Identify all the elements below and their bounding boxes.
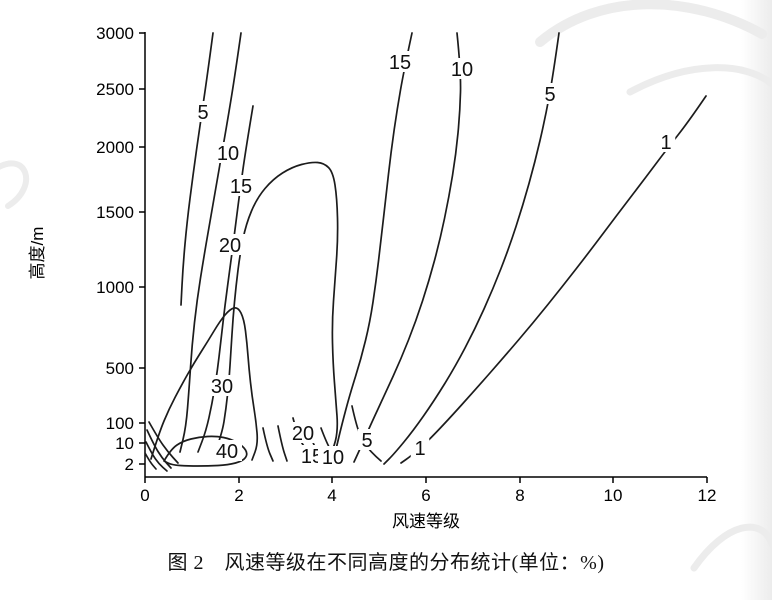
contour-label: 10	[217, 143, 239, 165]
contour-label: 1	[414, 438, 425, 460]
watermark-curve	[0, 160, 30, 209]
y-tick-label: 100	[106, 414, 134, 433]
y-tick-label: 500	[106, 359, 134, 378]
x-tick-label: 0	[140, 486, 149, 505]
x-tick-label: 12	[698, 486, 717, 505]
y-tick-label: 2000	[96, 138, 134, 157]
y-tick-label: 3000	[96, 24, 134, 43]
contour-line-20pct	[214, 161, 339, 462]
contour-line-15pct	[332, 32, 413, 463]
contour-label-mask	[318, 446, 348, 467]
y-tick-label: 1500	[96, 203, 134, 222]
x-tick-label: 10	[604, 486, 623, 505]
contour-line-40pct	[163, 435, 248, 467]
contour-line-5pct	[383, 32, 560, 465]
contour-line-5pct	[180, 32, 214, 306]
contour-label: 40	[216, 441, 238, 463]
y-tick-label: 2500	[96, 80, 134, 99]
x-tick-label: 6	[421, 486, 430, 505]
contour-line-10pct	[179, 32, 242, 453]
contour-label: 5	[361, 430, 372, 452]
contour-line-minor	[146, 429, 172, 469]
contour-label: 10	[322, 447, 344, 469]
contour-label-mask	[288, 422, 318, 443]
axes	[139, 32, 708, 483]
contour-line-1pct	[400, 95, 707, 464]
contour-label: 5	[544, 84, 555, 106]
x-axis-title: 风速等级	[392, 512, 460, 531]
x-tick-label: 4	[327, 486, 336, 505]
contour-line-minor	[277, 425, 288, 462]
y-axis-title: 高度/m	[28, 226, 47, 280]
contour-label-mask	[193, 101, 213, 122]
contour-line-minor	[144, 452, 157, 470]
contour-label: 30	[211, 376, 233, 398]
contour-label-mask	[212, 440, 242, 461]
y-tick-label: 1000	[96, 278, 134, 297]
contour-label-mask	[410, 437, 430, 458]
watermark-curve	[535, 0, 767, 47]
contour-line-30pct	[150, 307, 259, 461]
x-tick-label: 2	[234, 486, 243, 505]
contour-label: 1	[660, 132, 671, 154]
contour-line-minor	[262, 427, 274, 462]
contour-label-mask	[226, 175, 256, 196]
figure-caption: 图 2 风速等级在不同高度的分布统计(单位：%)	[167, 552, 605, 574]
contour-label-mask	[656, 131, 676, 152]
contour-label: 15	[230, 176, 252, 198]
contour-label-mask	[447, 58, 477, 79]
contour-label: 20	[292, 423, 314, 445]
contour-label-mask	[357, 429, 377, 450]
contour-label-mask	[385, 51, 415, 72]
contour-label-mask	[540, 83, 560, 104]
watermark-curve	[626, 64, 772, 96]
contour-label: 5	[197, 102, 208, 124]
contour-line-minor	[145, 441, 168, 472]
contour-label: 15	[389, 52, 411, 74]
watermark-curve	[690, 523, 772, 572]
contour-label-mask	[215, 234, 245, 255]
contour-lines	[144, 32, 707, 472]
contour-label-mask	[213, 142, 243, 163]
contour-label: 15	[301, 446, 323, 468]
contour-label: 20	[219, 235, 241, 257]
y-tick-label: 2	[125, 455, 134, 474]
y-tick-label: 10	[115, 434, 134, 453]
contour-label: 10	[451, 59, 473, 81]
contour-line-minor	[148, 421, 179, 464]
contour-label-mask	[207, 375, 237, 396]
contour-line-10pct	[353, 32, 462, 463]
x-tick-label: 8	[515, 486, 524, 505]
